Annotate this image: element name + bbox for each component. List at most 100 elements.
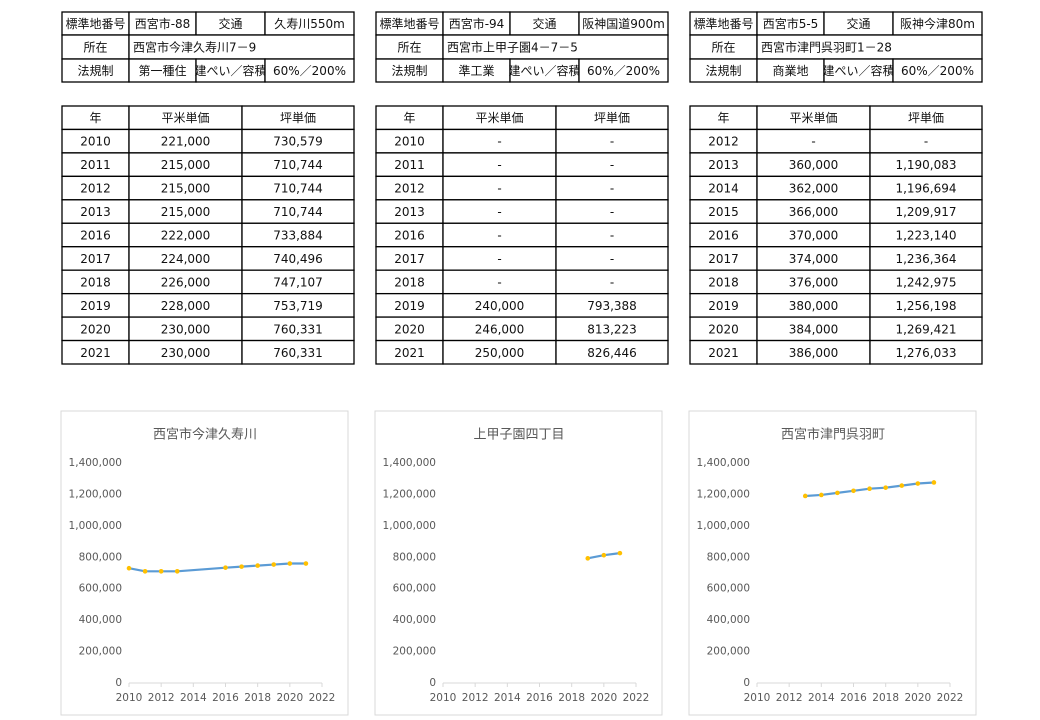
marker xyxy=(142,569,148,574)
cell-text: 222,000 xyxy=(161,229,211,243)
cell-text: 阪神今津80m xyxy=(900,16,975,31)
cell-text: 2019 xyxy=(394,299,425,313)
cell-text: 2016 xyxy=(80,229,111,243)
cell-text: - xyxy=(610,229,614,243)
cell-text: 平米単価 xyxy=(789,111,837,125)
x-tick-label: 2010 xyxy=(744,692,771,704)
y-tick-label: 800,000 xyxy=(393,551,436,563)
cell-text: 西宮市今津久寿川7－9 xyxy=(133,40,256,55)
cell-text: 商業地 xyxy=(772,63,808,78)
cell-text: - xyxy=(497,182,501,196)
cell-text: 240,000 xyxy=(475,299,525,313)
cell-text: 2016 xyxy=(394,229,425,243)
cell-text: - xyxy=(497,135,501,149)
y-tick-label: 1,200,000 xyxy=(383,488,436,500)
cell-text: 2013 xyxy=(708,158,739,172)
cell-text: 2015 xyxy=(708,205,739,219)
cell-text: 2021 xyxy=(80,346,111,360)
y-tick-label: 400,000 xyxy=(79,614,122,626)
cell-text: 坪単価 xyxy=(594,111,630,125)
cell-text: 246,000 xyxy=(475,322,525,336)
chart-frame xyxy=(374,410,663,716)
x-tick-label: 2022 xyxy=(309,692,336,704)
marker xyxy=(883,485,888,490)
cell-text: 2017 xyxy=(80,252,111,266)
x-tick-label: 2012 xyxy=(462,692,489,704)
cell-text: - xyxy=(497,229,501,243)
y-tick-label: 0 xyxy=(115,677,122,689)
table-cell xyxy=(241,339,355,365)
cell-text: 標準地番号 xyxy=(693,16,753,31)
chart-frame xyxy=(688,410,977,716)
table-cell xyxy=(689,34,758,60)
table-cell xyxy=(578,58,669,83)
cell-text: 230,000 xyxy=(161,322,211,336)
y-tick-label: 600,000 xyxy=(393,583,436,595)
y-tick-label: 0 xyxy=(429,677,436,689)
x-tick-label: 2016 xyxy=(840,692,867,704)
marker xyxy=(617,550,623,556)
cell-text: 法規制 xyxy=(705,63,741,78)
cell-text: 年 xyxy=(89,111,101,125)
cell-text: 250,000 xyxy=(475,346,525,360)
cell-text: 坪単価 xyxy=(280,111,316,125)
cell-text: - xyxy=(497,275,501,289)
cell-text: 366,000 xyxy=(789,205,839,219)
cell-text: 西宮市津門呉羽町1－28 xyxy=(761,40,892,55)
cell-text: 2010 xyxy=(80,135,111,149)
y-tick-label: 200,000 xyxy=(79,646,122,658)
cell-text: 380,000 xyxy=(789,299,839,313)
cell-text: - xyxy=(497,158,501,172)
cell-text: 60%／200% xyxy=(901,64,974,78)
y-tick-label: 1,400,000 xyxy=(697,457,750,469)
table-cell xyxy=(442,34,669,60)
cell-text: 西宮市-94 xyxy=(449,16,505,31)
marker xyxy=(287,561,293,566)
cell-text: 第一種住 xyxy=(138,64,186,78)
y-tick-label: 1,200,000 xyxy=(697,488,750,500)
cell-text: - xyxy=(497,205,501,219)
x-tick-label: 2020 xyxy=(590,692,617,704)
cell-text: 2013 xyxy=(394,205,425,219)
cell-text: 370,000 xyxy=(789,229,839,243)
x-tick-label: 2016 xyxy=(526,692,553,704)
marker xyxy=(585,556,591,561)
cell-text: 2021 xyxy=(708,346,739,360)
cell-text: 2011 xyxy=(394,158,425,172)
cell-text: 2020 xyxy=(80,322,111,336)
cell-text: 2021 xyxy=(394,346,425,360)
marker xyxy=(223,565,228,570)
cell-text: 813,223 xyxy=(587,322,637,336)
cell-text: - xyxy=(610,182,614,196)
y-tick-label: 800,000 xyxy=(707,551,750,563)
cell-text: 740,496 xyxy=(273,252,323,266)
cell-text: 2018 xyxy=(80,275,111,289)
y-tick-label: 600,000 xyxy=(707,583,750,595)
cell-text: 2012 xyxy=(80,182,111,196)
table-cell xyxy=(892,58,983,83)
cell-text: 826,446 xyxy=(587,346,637,360)
marker xyxy=(303,561,309,566)
cell-text: 228,000 xyxy=(161,299,211,313)
cell-text: 215,000 xyxy=(161,182,211,196)
cell-text: 2020 xyxy=(394,322,425,336)
cell-text: - xyxy=(610,275,614,289)
cell-text: 建ぺい／容積 xyxy=(508,63,580,78)
cell-text: 平米単価 xyxy=(161,111,209,125)
x-tick-label: 2016 xyxy=(212,692,239,704)
x-tick-label: 2014 xyxy=(808,692,835,704)
cell-text: 2020 xyxy=(708,322,739,336)
cell-text: 2019 xyxy=(708,299,739,313)
cell-text: 215,000 xyxy=(161,158,211,172)
cell-text: 360,000 xyxy=(789,158,839,172)
cell-text: 交通 xyxy=(532,16,556,31)
marker xyxy=(802,493,808,499)
y-tick-label: 600,000 xyxy=(79,583,122,595)
cell-text: 所在 xyxy=(83,41,107,55)
cell-text: 224,000 xyxy=(161,252,211,266)
table-cell xyxy=(869,339,983,365)
cell-text: 準工業 xyxy=(458,63,494,78)
cell-text: 2016 xyxy=(708,229,739,243)
x-tick-label: 2020 xyxy=(904,692,931,704)
